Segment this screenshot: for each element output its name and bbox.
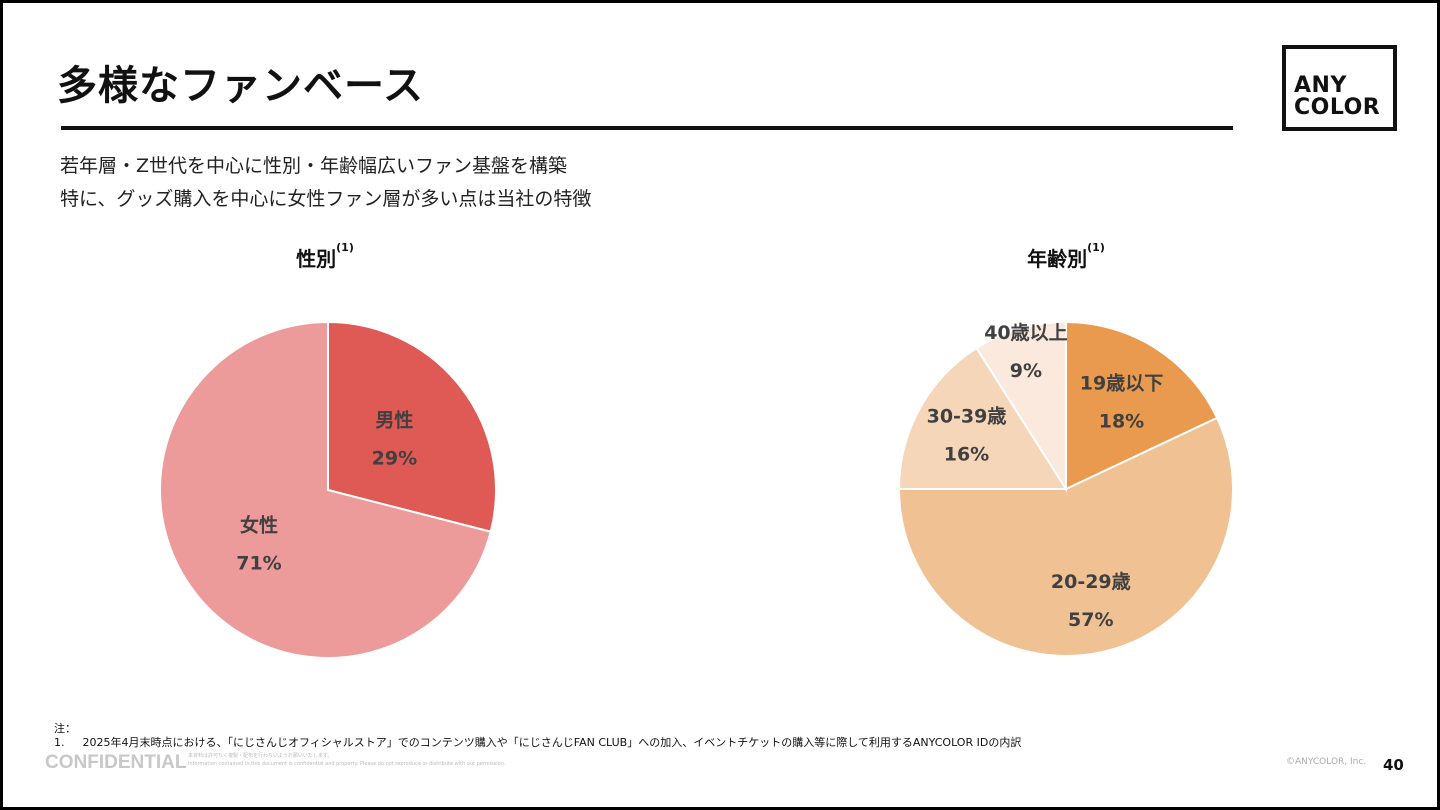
pie-slice	[897, 416, 1234, 657]
confidential-label: CONFIDENTIAL	[45, 752, 187, 773]
pie-charts: 男性 29% 女性 71% 19歳以下 18% 20-29歳 57% 30-39歳 16% 40歳以…	[159, 320, 1234, 659]
chart-title-gender: 性別(1)	[296, 241, 354, 271]
pie-slice	[327, 320, 497, 533]
slice-value-label: 9%	[1010, 360, 1042, 382]
subtitle-line-1: 若年層・Z世代を中心に性別・年齢幅広いファン基盤を構築	[60, 155, 568, 177]
pie-slice	[975, 320, 1067, 493]
slice-category-label: 20-29歳	[1051, 571, 1131, 593]
copyright: ©ANYCOLOR, Inc.	[1286, 757, 1367, 767]
slice-category-label: 30-39歳	[927, 405, 1007, 427]
subtitle-line-2: 特に、グッズ購入を中心に女性ファン層が多い点は当社の特徴	[60, 188, 592, 210]
pie-slice	[159, 320, 492, 659]
anycolor-logo: ANY COLOR	[1282, 45, 1397, 131]
slice-category-label: 女性	[240, 514, 278, 537]
slice-value-label: 16%	[944, 443, 989, 465]
disclaimer-jp: 本資料は許可なく複製・配布を行わないようお願いいたします。	[188, 753, 333, 759]
page-number: 40	[1383, 756, 1404, 774]
slice-value-label: 18%	[1099, 411, 1144, 433]
disclaimer-en: Information contained in this document i…	[188, 761, 506, 767]
pie-slice	[1065, 320, 1219, 491]
slice-value-label: 29%	[372, 448, 417, 470]
slice-category-label: 40歳以上	[984, 322, 1067, 344]
slice-value-label: 57%	[1068, 609, 1113, 631]
note-1: 1. 2025年4月末時点における、「にじさんじオフィシャルストア」でのコンテンツ…	[54, 736, 1022, 749]
pie-slice	[897, 346, 1068, 490]
notes-heading: 注：	[54, 722, 76, 735]
slice-value-label: 71%	[236, 553, 281, 575]
page-title: 多様なファンベース	[57, 63, 424, 109]
slice-category-label: 男性	[375, 409, 413, 432]
slice-category-label: 19歳以下	[1080, 373, 1163, 395]
slide: 多様なファンベース ANY COLOR 若年層・Z世代を中心に性別・年齢幅広いファ…	[3, 3, 1437, 807]
title-rule	[61, 126, 1233, 130]
chart-title-age: 年齢別(1)	[1027, 241, 1105, 271]
